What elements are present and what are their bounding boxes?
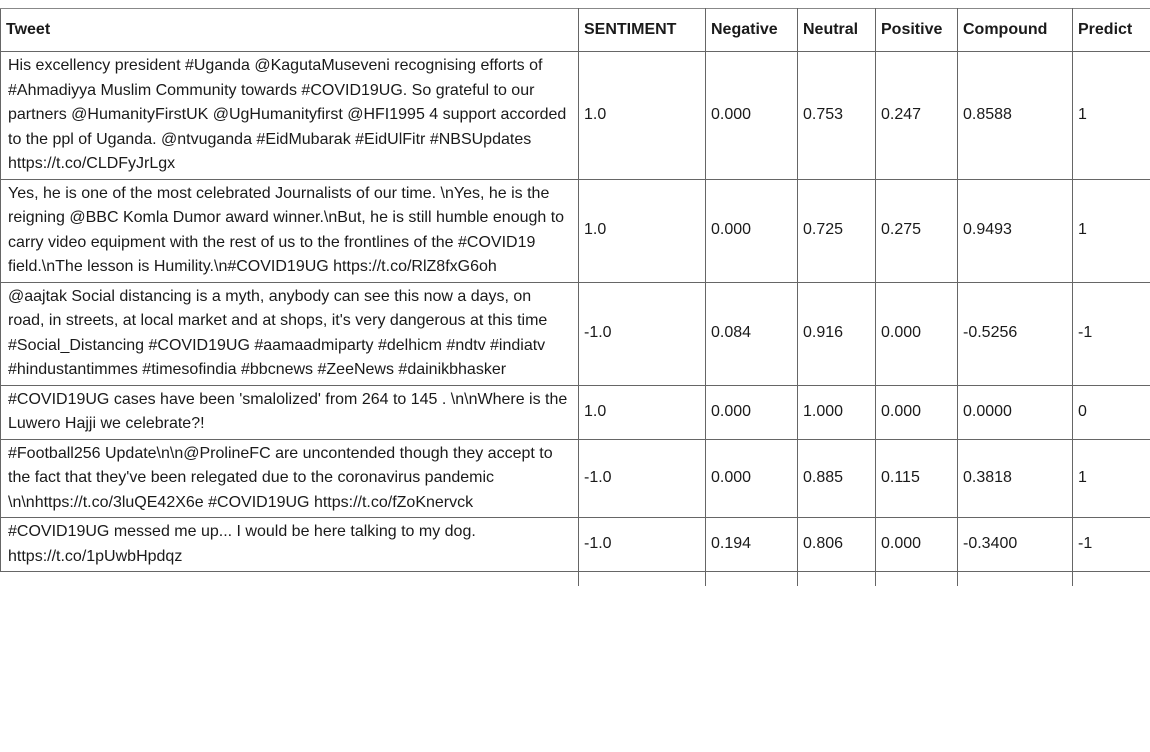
neutral-cell: 1.000 [797, 384, 876, 440]
compound-cell: 0.9493 [957, 178, 1073, 283]
sentiment-cell: -1.0 [578, 281, 706, 386]
tweet-cell: #COVID19UG messed me up... I would be he… [0, 517, 579, 572]
positive-cell: 0.000 [875, 517, 958, 572]
neutral-cell: 0.753 [797, 51, 876, 180]
neutral-cell: 0.885 [797, 438, 876, 518]
positive-cell: 0.000 [875, 281, 958, 386]
tweet-cell: @aajtak Social distancing is a myth, any… [0, 281, 579, 386]
predict-cell: 1 [1072, 51, 1150, 180]
partial-cell [875, 571, 958, 586]
positive-cell: 0.115 [875, 438, 958, 518]
table-row: #COVID19UG cases have been 'smalolized' … [0, 384, 1150, 440]
header-positive: Positive [875, 8, 958, 52]
sentiment-table: Tweet SENTIMENT Negative Neutral Positiv… [0, 8, 1150, 586]
negative-cell: 0.084 [705, 281, 798, 386]
sentiment-cell: 1.0 [578, 384, 706, 440]
tweet-cell: #COVID19UG cases have been 'smalolized' … [0, 384, 579, 440]
table-row: #Football256 Update\n\n@ProlineFC are un… [0, 438, 1150, 518]
header-row: Tweet SENTIMENT Negative Neutral Positiv… [0, 8, 1150, 52]
positive-cell: 0.275 [875, 178, 958, 283]
sentiment-cell: -1.0 [578, 438, 706, 518]
header-predict: Predict [1072, 8, 1150, 52]
neutral-cell: 0.916 [797, 281, 876, 386]
predict-cell: 0 [1072, 384, 1150, 440]
compound-cell: 0.8588 [957, 51, 1073, 180]
header-neutral: Neutral [797, 8, 876, 52]
table-row: His excellency president #Uganda @Kaguta… [0, 51, 1150, 180]
partial-cell [0, 571, 579, 586]
tweet-cell: Yes, he is one of the most celebrated Jo… [0, 178, 579, 283]
header-tweet: Tweet [0, 8, 579, 52]
sentiment-cell: 1.0 [578, 51, 706, 180]
sentiment-cell: -1.0 [578, 517, 706, 572]
sentiment-cell: 1.0 [578, 178, 706, 283]
tweet-cell: #Football256 Update\n\n@ProlineFC are un… [0, 438, 579, 518]
positive-cell: 0.000 [875, 384, 958, 440]
predict-cell: -1 [1072, 281, 1150, 386]
table-row: #COVID19UG messed me up... I would be he… [0, 517, 1150, 572]
predict-cell: 1 [1072, 178, 1150, 283]
negative-cell: 0.000 [705, 438, 798, 518]
compound-cell: -0.5256 [957, 281, 1073, 386]
partial-cell [1072, 571, 1150, 586]
tweet-cell: His excellency president #Uganda @Kaguta… [0, 51, 579, 180]
predict-cell: 1 [1072, 438, 1150, 518]
partial-cell [957, 571, 1073, 586]
compound-cell: 0.3818 [957, 438, 1073, 518]
table-row: Yes, he is one of the most celebrated Jo… [0, 178, 1150, 283]
negative-cell: 0.194 [705, 517, 798, 572]
compound-cell: 0.0000 [957, 384, 1073, 440]
header-compound: Compound [957, 8, 1073, 52]
header-negative: Negative [705, 8, 798, 52]
negative-cell: 0.000 [705, 51, 798, 180]
positive-cell: 0.247 [875, 51, 958, 180]
header-sentiment: SENTIMENT [578, 8, 706, 52]
compound-cell: -0.3400 [957, 517, 1073, 572]
negative-cell: 0.000 [705, 178, 798, 283]
partial-row [0, 571, 1150, 586]
table-row: @aajtak Social distancing is a myth, any… [0, 281, 1150, 386]
predict-cell: -1 [1072, 517, 1150, 572]
neutral-cell: 0.725 [797, 178, 876, 283]
partial-cell [705, 571, 798, 586]
partial-cell [578, 571, 706, 586]
negative-cell: 0.000 [705, 384, 798, 440]
neutral-cell: 0.806 [797, 517, 876, 572]
partial-cell [797, 571, 876, 586]
